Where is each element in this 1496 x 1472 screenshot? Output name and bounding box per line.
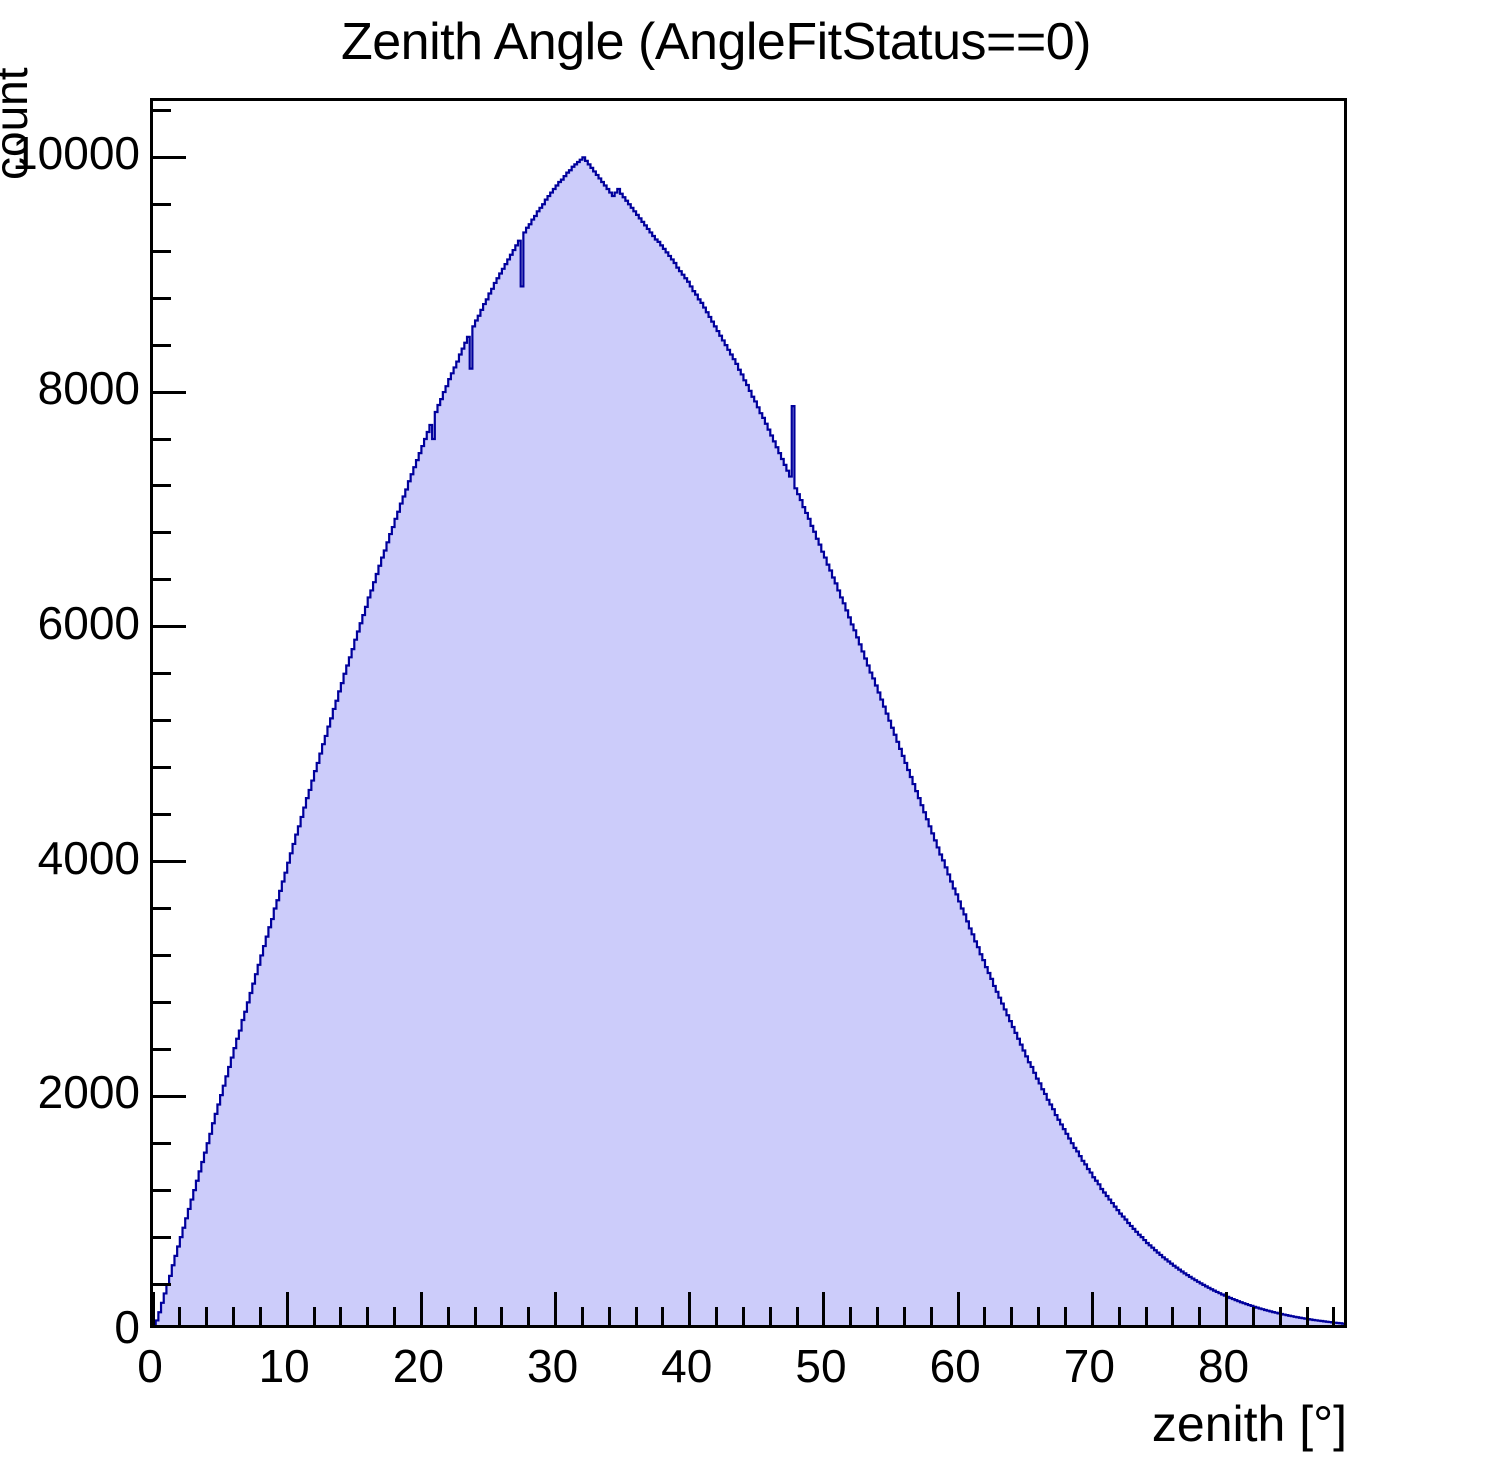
x-tick-minor (178, 1307, 182, 1325)
y-tick-minor (153, 953, 171, 957)
x-tick-minor (607, 1307, 611, 1325)
x-tick-minor (366, 1307, 370, 1325)
y-tick-major (153, 155, 186, 159)
y-tick-minor (153, 906, 171, 910)
y-tick-minor (153, 249, 171, 253)
x-tick-minor (1305, 1307, 1309, 1325)
y-tick-major (153, 1094, 186, 1098)
x-tick-minor (1251, 1307, 1255, 1325)
x-tick-minor (232, 1307, 236, 1325)
y-tick-minor (153, 1141, 171, 1145)
y-tick-minor (153, 343, 171, 347)
x-tick-minor (393, 1307, 397, 1325)
y-tick-minor (153, 484, 171, 488)
x-tick-label: 10 (258, 1340, 310, 1392)
x-tick-major (153, 1292, 155, 1325)
x-tick-major (1225, 1292, 1229, 1325)
x-tick-minor (312, 1307, 316, 1325)
x-tick-minor (983, 1307, 987, 1325)
y-tick-minor (153, 1000, 171, 1004)
y-tick-major (153, 625, 186, 629)
x-tick-major (1090, 1292, 1094, 1325)
y-tick-label: 4000 (37, 831, 140, 884)
histogram-fill (155, 157, 1344, 1325)
y-tick-minor (153, 672, 171, 676)
y-tick-minor (153, 1047, 171, 1051)
x-tick-label: 0 (137, 1340, 163, 1392)
x-tick-label: 40 (661, 1340, 713, 1392)
histogram-outline (154, 156, 1344, 1325)
x-tick-minor (715, 1307, 719, 1325)
x-tick-minor (902, 1307, 906, 1325)
x-tick-label: 60 (929, 1340, 981, 1392)
x-tick-minor (768, 1307, 772, 1325)
x-tick-minor (634, 1307, 638, 1325)
y-tick-label: 0 (114, 1301, 140, 1353)
x-tick-label: 20 (392, 1340, 444, 1392)
x-tick-minor (876, 1307, 880, 1325)
x-tick-minor (1171, 1307, 1175, 1325)
y-tick-minor (153, 531, 171, 535)
y-tick-label: 2000 (37, 1066, 140, 1119)
x-tick-minor (1117, 1307, 1121, 1325)
y-tick-major (153, 860, 186, 864)
x-tick-minor (741, 1307, 745, 1325)
x-tick-minor (929, 1307, 933, 1325)
x-tick-minor (661, 1307, 665, 1325)
x-tick-minor (339, 1307, 343, 1325)
x-tick-major (285, 1292, 289, 1325)
y-tick-minor (153, 202, 171, 206)
x-tick-minor (849, 1307, 853, 1325)
page-title: Zenith Angle (AngleFitStatus==0) (340, 13, 1092, 71)
y-tick-label: 10000 (12, 127, 140, 180)
histogram (154, 156, 1344, 1325)
x-tick-minor (1010, 1307, 1014, 1325)
y-tick-minor (153, 813, 171, 817)
y-tick-major (153, 390, 186, 394)
y-tick-minor (153, 1282, 171, 1286)
x-tick-minor (1144, 1307, 1148, 1325)
x-tick-major (688, 1292, 692, 1325)
x-tick-minor (446, 1307, 450, 1325)
x-tick-minor (258, 1307, 262, 1325)
x-tick-label: 80 (1197, 1340, 1250, 1392)
x-tick-minor (500, 1307, 504, 1325)
y-tick-label: 6000 (37, 596, 140, 649)
y-tick-minor (153, 766, 171, 770)
x-tick-minor (205, 1307, 209, 1325)
y-tick-minor (153, 108, 171, 112)
y-tick-minor (153, 578, 171, 582)
y-tick-minor (153, 437, 171, 441)
x-tick-minor (1198, 1307, 1202, 1325)
x-tick-major (419, 1292, 423, 1325)
x-tick-label: 30 (526, 1340, 579, 1392)
y-tick-minor (153, 1188, 171, 1192)
y-tick-minor (153, 1235, 171, 1239)
x-tick-label: 50 (795, 1340, 847, 1392)
x-tick-major (554, 1292, 558, 1325)
x-tick-minor (1037, 1307, 1041, 1325)
x-tick-minor (795, 1307, 799, 1325)
x-tick-minor (1064, 1307, 1067, 1325)
y-tick-label: 8000 (37, 362, 140, 415)
y-tick-minor (153, 719, 171, 723)
x-tick-minor (527, 1307, 531, 1325)
x-tick-major (822, 1292, 826, 1325)
x-tick-minor (1278, 1307, 1282, 1325)
x-tick-label: 70 (1063, 1340, 1115, 1392)
plot-frame (150, 98, 1347, 1328)
y-tick-minor (153, 296, 171, 300)
x-tick-major (956, 1292, 960, 1325)
x-tick-minor (580, 1307, 584, 1325)
x-tick-minor (1332, 1307, 1336, 1325)
x-axis-title: zenith [°] (1151, 1396, 1347, 1452)
x-tick-minor (473, 1307, 477, 1325)
